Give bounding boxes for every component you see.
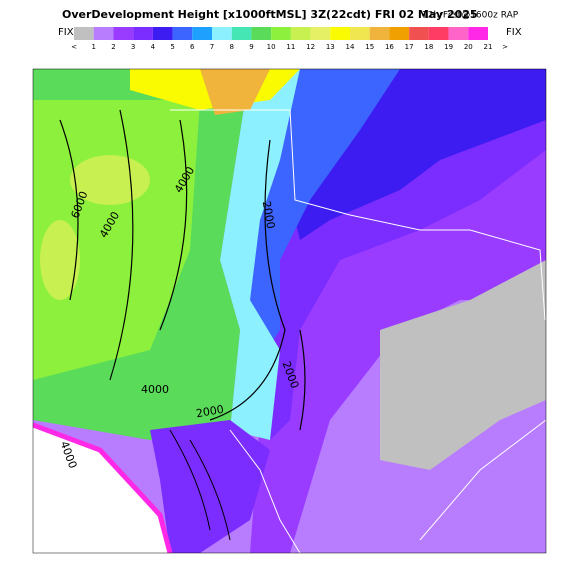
colorbar-swatch bbox=[231, 27, 252, 40]
colorbar-swatch bbox=[310, 27, 331, 40]
colorbar-label: 19 bbox=[444, 43, 453, 51]
colorbar-left-label: FIX bbox=[58, 27, 74, 38]
title: OverDevelopment Height [x1000ftMSL] 3Z(2… bbox=[62, 8, 478, 21]
colorbar-label: 13 bbox=[326, 43, 335, 51]
colorbar-label: 10 bbox=[267, 43, 276, 51]
contour-label: 2000 bbox=[260, 200, 278, 230]
colorbar-swatch bbox=[468, 27, 488, 40]
colorbar-label: 15 bbox=[365, 43, 374, 51]
colorbar-swatch bbox=[330, 27, 350, 40]
colorbar-swatch bbox=[350, 27, 370, 40]
colorbar-swatch bbox=[152, 27, 173, 40]
colorbar-swatch bbox=[290, 27, 311, 40]
colorbar-label: < bbox=[71, 43, 77, 51]
colorbar-label: 14 bbox=[346, 43, 355, 51]
region bbox=[150, 420, 270, 553]
colorbar-label: 17 bbox=[405, 43, 414, 51]
colorbar-label: 20 bbox=[464, 43, 473, 51]
colorbar-swatch bbox=[74, 27, 94, 40]
boundary bbox=[229, 419, 546, 553]
colorbar: <1 2 3 4 5 6 7 8 9 10 11 12 13 14 15 16 17 18 19 20 21 > bbox=[71, 27, 508, 51]
contour-label: 4000 bbox=[141, 383, 169, 396]
colorbar-label: 5 bbox=[170, 43, 174, 51]
contour-label: 2000 bbox=[195, 403, 225, 421]
colorbar-swatch bbox=[133, 27, 153, 40]
colorbar-label: 7 bbox=[210, 43, 214, 51]
map bbox=[33, 69, 546, 553]
contour bbox=[169, 429, 231, 541]
colorbar-label: 6 bbox=[190, 43, 195, 51]
colorbar-swatch bbox=[428, 27, 449, 40]
colorbar-label: 12 bbox=[306, 43, 315, 51]
colorbar-label: 11 bbox=[286, 43, 295, 51]
colorbar-swatch bbox=[369, 27, 390, 40]
colorbar-label: 16 bbox=[385, 43, 394, 51]
region bbox=[200, 69, 270, 115]
colorbar-swatch bbox=[113, 27, 134, 40]
region bbox=[220, 69, 300, 440]
colorbar-label: 2 bbox=[111, 43, 115, 51]
colorbar-swatch bbox=[251, 27, 272, 40]
colorbar-swatch bbox=[172, 27, 193, 40]
region bbox=[40, 220, 80, 300]
colorbar-swatch bbox=[271, 27, 291, 40]
colorbar-label: 8 bbox=[229, 43, 233, 51]
colorbar-label: > bbox=[502, 43, 508, 51]
colorbar-swatch bbox=[389, 27, 410, 40]
boundary bbox=[170, 109, 546, 321]
colorbar-swatch bbox=[448, 27, 469, 40]
colorbar-label: 9 bbox=[249, 43, 253, 51]
subtitle: 12hrFcst@1600z RAP bbox=[422, 11, 519, 21]
colorbar-label: 3 bbox=[131, 43, 135, 51]
colorbar-swatch bbox=[409, 27, 429, 40]
colorbar-label: 21 bbox=[484, 43, 493, 51]
colorbar-label: 18 bbox=[424, 43, 433, 51]
colorbar-swatch bbox=[212, 27, 232, 40]
colorbar-label: 4 bbox=[151, 43, 156, 51]
edge bbox=[33, 422, 173, 553]
colorbar-swatch bbox=[93, 27, 114, 40]
colorbar-swatch bbox=[192, 27, 212, 40]
region bbox=[250, 69, 400, 360]
map-frame bbox=[32, 68, 547, 554]
contour bbox=[59, 109, 306, 431]
region bbox=[380, 260, 546, 470]
colorbar-right-label: FIX bbox=[506, 27, 522, 38]
colorbar-label: 1 bbox=[91, 43, 95, 51]
no-data bbox=[33, 425, 170, 553]
